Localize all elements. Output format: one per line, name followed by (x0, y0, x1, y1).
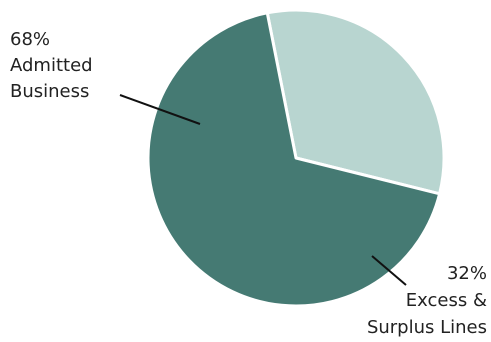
pie-slice-admitted-business (146, 11, 442, 308)
slice-label-excess-surplus-lines-line-1: 32% (447, 263, 487, 284)
slice-label-excess-surplus-lines-line-2: Excess & (406, 290, 487, 311)
pie-slice-excess-surplus-lines (265, 8, 446, 196)
slice-label-admitted-business-line-1: 68% (10, 29, 50, 50)
slice-label-excess-surplus-lines: 32% Excess & Surplus Lines (367, 263, 487, 338)
slice-label-admitted-business-line-3: Business (10, 81, 89, 102)
slice-label-admitted-business-line-2: Admitted (10, 55, 93, 76)
leader-line-excess-surplus-lines (371, 255, 407, 286)
slice-label-admitted-business: 68% Admitted Business (10, 29, 93, 102)
slice-label-excess-surplus-lines-line-3: Surplus Lines (367, 317, 487, 338)
leader-line-admitted-business (119, 94, 201, 125)
